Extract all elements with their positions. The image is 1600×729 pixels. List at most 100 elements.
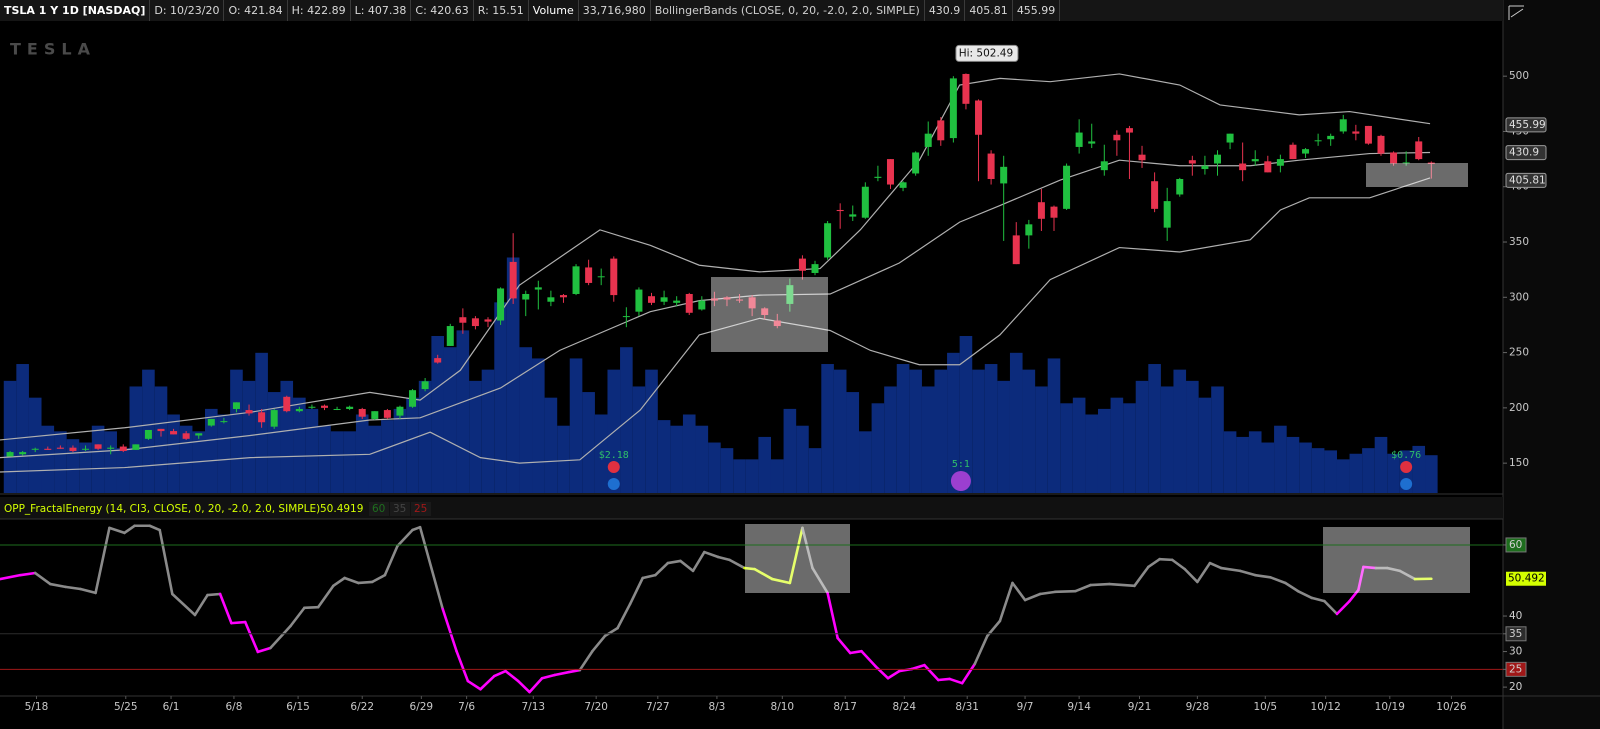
candle-body: [258, 412, 266, 423]
candle-body: [1302, 149, 1310, 154]
indicator-segment: [516, 679, 531, 694]
indicator-segment: [243, 620, 260, 654]
study-value: 430.9: [925, 0, 966, 21]
indicator-segment: [158, 528, 174, 596]
current-box: [1506, 571, 1546, 586]
level-legend: 35: [393, 503, 406, 515]
indicator-segment: [528, 676, 544, 694]
volume-bar: [758, 436, 772, 493]
candle-body: [622, 316, 630, 318]
candle-body: [1176, 179, 1184, 195]
candle-body: [824, 223, 832, 258]
x-tick-label: 6/8: [225, 701, 242, 713]
candle-body: [559, 295, 567, 298]
volume-bar: [884, 386, 897, 493]
indicator-segment: [1253, 573, 1272, 579]
candle-body: [673, 300, 681, 303]
candle-body: [94, 444, 102, 449]
indicator-segment: [466, 679, 482, 691]
indicator-segment: [1348, 588, 1360, 603]
volume-bar: [393, 408, 407, 493]
indicator-segment: [1335, 599, 1351, 616]
candle-body: [811, 264, 819, 273]
candle-body: [1100, 161, 1108, 171]
event-label: $0.76: [1391, 450, 1421, 461]
volume-bar: [1412, 445, 1426, 493]
volume-bar: [1349, 453, 1363, 493]
field: C: 420.63: [411, 0, 474, 21]
indicator-segment: [578, 649, 594, 672]
candle-body: [685, 293, 693, 313]
candle-body: [308, 406, 316, 408]
indicator-segment: [811, 566, 829, 595]
candle-body: [320, 405, 328, 408]
candle-body: [1239, 163, 1247, 171]
candle-body: [1000, 166, 1008, 184]
volume-bar: [1223, 431, 1237, 493]
volume-bar: [821, 364, 834, 493]
level-legend-box: [390, 502, 410, 516]
indicator-segment: [1053, 589, 1077, 594]
indicator-segment: [492, 669, 507, 678]
indicator-segment: [567, 668, 582, 674]
candle-body: [484, 319, 492, 322]
price-label: 430.9: [1509, 147, 1539, 159]
candle-body: [648, 296, 656, 303]
indicator-segment: [269, 624, 292, 650]
x-tick-label: 7/6: [458, 701, 475, 713]
volume-bar: [770, 459, 784, 493]
indicator-segment: [1196, 561, 1212, 584]
symbol[interactable]: TSLA 1 Y 1D [NASDAQ]: [0, 0, 151, 21]
highlight-box: [745, 524, 850, 593]
candle-body: [1050, 206, 1058, 218]
indicator-segment: [1074, 583, 1092, 593]
candle-body: [937, 120, 945, 141]
event-label: 5:1: [952, 459, 970, 470]
volume-bar: [1324, 450, 1337, 493]
candle-body: [1188, 160, 1196, 164]
indicator-segment: [743, 566, 756, 571]
candle-body: [1163, 201, 1171, 228]
volume-bar: [1035, 386, 1048, 493]
hi-label: Hi: 502.49: [959, 47, 1013, 59]
volume-bar: [1072, 397, 1086, 493]
volume-bar: [1047, 358, 1061, 493]
volume-bar: [909, 369, 922, 493]
study-value: 455.99: [1013, 0, 1061, 21]
candle-body: [1289, 144, 1297, 160]
candle-body: [723, 297, 731, 300]
indicator-segment: [455, 649, 470, 683]
indicator-segment: [123, 524, 136, 535]
volume-bar: [3, 380, 17, 493]
expand-icon[interactable]: [1508, 5, 1524, 20]
indicator-segment: [1158, 557, 1174, 562]
candle-body: [1037, 202, 1045, 219]
volume-bar: [456, 330, 470, 493]
volume-bar: [242, 380, 256, 493]
y-tick-label: 40: [1509, 610, 1522, 622]
y-tick-label: 20: [1509, 681, 1522, 693]
volume-bar: [1274, 425, 1287, 493]
volume-bar: [557, 425, 570, 493]
indicator-segment: [948, 677, 964, 685]
indicator-segment: [753, 567, 774, 581]
candle-body: [1339, 119, 1347, 132]
candle-body: [170, 431, 178, 435]
volume-bar: [1387, 453, 1400, 493]
volume-bar: [1311, 448, 1325, 493]
indicator-segment: [383, 544, 399, 577]
candle-body: [471, 318, 479, 327]
volume-bar: [582, 392, 595, 493]
candle-body: [736, 299, 744, 301]
indicator-segment: [591, 634, 607, 653]
candle-body: [346, 406, 354, 409]
candle-body: [157, 428, 165, 432]
volume-bar: [330, 431, 344, 493]
indicator-segment: [836, 636, 852, 655]
indicator-segment: [1038, 590, 1057, 596]
indicator-segment: [616, 602, 632, 630]
volume-bar: [1148, 364, 1161, 493]
volume-bar: [833, 369, 847, 493]
x-tick-label: 5/18: [25, 701, 49, 713]
